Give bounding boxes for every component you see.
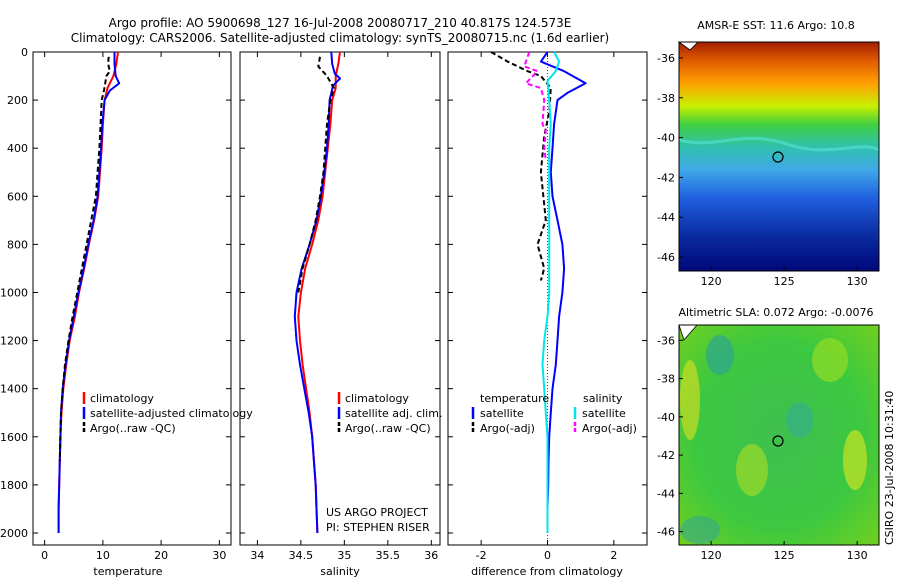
x-tick-label: 34.5 [289, 549, 314, 562]
y-tick-label: 2000 [0, 527, 28, 540]
map-x-tick-label: 125 [774, 549, 795, 562]
sla-map [678, 324, 880, 546]
series-line-argo [297, 56, 335, 293]
sla-eddy [706, 335, 734, 375]
x-tick-label: -2 [476, 549, 487, 562]
salinity-xlabel: salinity [320, 565, 360, 578]
y-tick-label: 600 [7, 190, 28, 203]
y-tick-label: 0 [21, 46, 28, 59]
sst-map-title: AMSR-E SST: 11.6 Argo: 10.8 [697, 19, 855, 32]
temperature-legend: climatology satellite-adjusted climatolo… [82, 392, 253, 435]
sla-eddy [843, 430, 867, 490]
series-line-satellite [293, 51, 341, 534]
map-y-tick-label: -36 [657, 334, 675, 347]
sst-map-frame [678, 41, 880, 272]
x-tick-label: 0 [41, 549, 48, 562]
map-x-tick-label: 120 [701, 275, 722, 288]
series-line-satellite [57, 52, 121, 533]
legend-label-sal-argo: Argo(-adj) [582, 422, 637, 435]
y-tick-label: 1200 [0, 335, 28, 348]
legend-label-climatology: climatology [90, 392, 154, 405]
sst-field [679, 42, 879, 271]
map-y-tick-label: -44 [657, 211, 675, 224]
sst-front [678, 136, 880, 152]
difference-legend: temperature salinity satellite Argo(-adj… [471, 392, 637, 435]
map-y-tick-label: -40 [657, 132, 675, 145]
sla-eddy [786, 402, 814, 438]
x-tick-label: 0 [544, 549, 551, 562]
sla-map-axes: 120 125 130 -36 -38 -40 -42 -44 -46 [657, 334, 868, 562]
sla-eddy [736, 444, 768, 496]
map-y-tick-label: -42 [657, 449, 675, 462]
sla-argo-location-marker [772, 435, 784, 447]
y-tick-label: 1800 [0, 479, 28, 492]
sla-eddy [680, 516, 720, 544]
map-y-tick-label: -38 [657, 373, 675, 386]
legend-label-sal-satellite: satellite [582, 407, 626, 420]
project-credit: US ARGO PROJECT [326, 506, 428, 519]
title-line-2: Climatology: CARS2006. Satellite-adjuste… [71, 31, 609, 45]
sla-eddy [680, 360, 700, 440]
x-tick-label: 36 [424, 549, 438, 562]
y-tick-label: 400 [7, 142, 28, 155]
legend-label-satellite: satellite adj. clim. [345, 407, 442, 420]
legend-label-argo: Argo(..raw -QC) [90, 422, 176, 435]
legend-label-temp-satellite: satellite [480, 407, 524, 420]
legend-header-salinity: salinity [583, 392, 623, 405]
series-line-argo [58, 56, 111, 461]
pi-credit: PI: STEPHEN RISER [326, 521, 430, 534]
temperature-plot-frame [32, 51, 232, 546]
x-tick-label: 2 [610, 549, 617, 562]
title-line-1: Argo profile: AO 5900698_127 16-Jul-2008… [109, 16, 572, 30]
x-tick-label: 34 [250, 549, 264, 562]
map-y-tick-label: -44 [657, 487, 675, 500]
salinity-legend: climatology satellite adj. clim. Argo(..… [337, 392, 442, 435]
series-line-temp-satellite [539, 51, 587, 533]
temperature-plot: 0 10 20 30 0 200 400 600 800 1000 1200 1400 1600 1800… [0, 46, 231, 562]
map-x-tick-label: 130 [847, 549, 868, 562]
difference-plot: -2 0 2 [448, 51, 647, 562]
salinity-plot-frame [239, 51, 441, 546]
x-tick-label: 10 [96, 549, 110, 562]
sst-argo-location-marker [772, 151, 784, 163]
y-tick-label: 200 [7, 94, 28, 107]
map-y-tick-label: -38 [657, 92, 675, 105]
salinity-plot: 34 34.5 35 35.5 36 [240, 51, 440, 562]
map-y-tick-label: -46 [657, 526, 675, 539]
legend-header-temperature: temperature [480, 392, 549, 405]
series-line-sal-satellite [541, 51, 561, 533]
x-tick-label: 30 [212, 549, 226, 562]
sla-map-frame [678, 324, 880, 546]
x-tick-label: 35.5 [376, 549, 401, 562]
sst-map-axes: 120 125 130 -36 -38 -40 -42 -44 -46 [657, 52, 868, 288]
y-tick-label: 800 [7, 238, 28, 251]
series-line-sal-argo [523, 51, 547, 161]
sla-eddy [812, 338, 848, 382]
legend-label-argo: Argo(..raw -QC) [345, 422, 431, 435]
y-tick-label: 1400 [0, 383, 28, 396]
sst-map [677, 41, 880, 272]
x-tick-label: 20 [154, 549, 168, 562]
difference-xlabel: difference from climatology [471, 565, 623, 578]
timestamp-credit: CSIRO 23-Jul-2008 10:31:40 [883, 391, 896, 545]
series-line-temp-argo [490, 51, 552, 281]
y-tick-label: 1000 [0, 286, 28, 299]
map-x-tick-label: 125 [774, 275, 795, 288]
map-y-tick-label: -36 [657, 52, 675, 65]
map-y-tick-label: -46 [657, 251, 675, 264]
map-x-tick-label: 120 [701, 549, 722, 562]
y-tick-label: 1600 [0, 431, 28, 444]
map-y-tick-label: -40 [657, 411, 675, 424]
legend-label-satellite: satellite-adjusted climatology [90, 407, 253, 420]
sla-map-title: Altimetric SLA: 0.072 Argo: -0.0076 [679, 306, 874, 319]
legend-label-climatology: climatology [345, 392, 409, 405]
temperature-xlabel: temperature [93, 565, 162, 578]
map-y-tick-label: -42 [657, 171, 675, 184]
map-x-tick-label: 130 [847, 275, 868, 288]
x-tick-label: 35 [337, 549, 351, 562]
legend-label-temp-argo: Argo(-adj) [480, 422, 535, 435]
